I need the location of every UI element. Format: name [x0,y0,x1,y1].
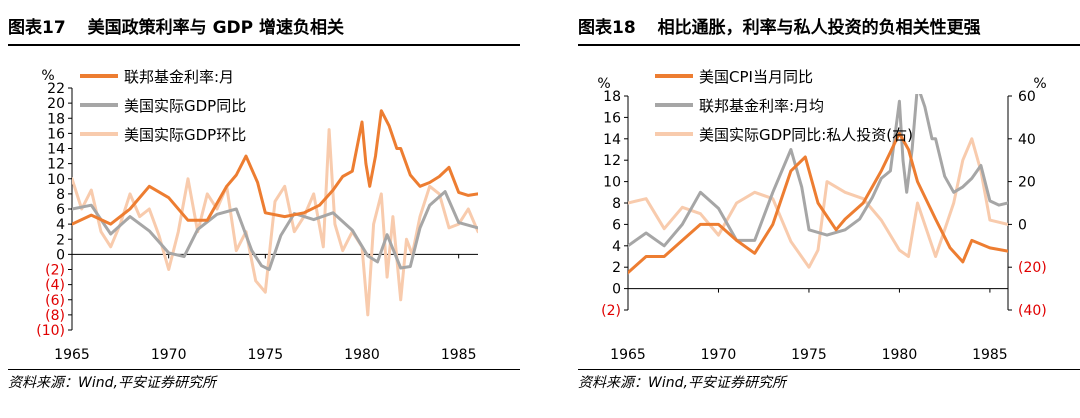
y-tick-label: 10 [47,172,65,188]
y-tick-right-label: (40) [1018,303,1047,319]
x-tick-label: 1970 [701,347,737,363]
chart-plot: %2220181614121086420(2)(4)(6)(8)(10)1965… [36,68,478,363]
x-tick-label: 1975 [791,347,827,363]
series-line [72,128,478,317]
y-tick-right-label: 40 [1018,132,1036,148]
y-tick-label: 22 [47,81,65,97]
y-tick-label: 0 [612,282,621,298]
series-line [72,190,478,271]
y-tick-label: 16 [603,110,621,126]
y-tick-label: 16 [47,126,65,142]
x-tick-label: 1980 [344,347,380,363]
series-line [628,94,1008,248]
x-tick-label: 1970 [151,347,187,363]
x-tick-label: 1975 [248,347,284,363]
legend-label: 联邦基金利率:月 [124,68,234,86]
y-tick-label: 2 [56,232,65,248]
x-tick-label: 1965 [610,347,646,363]
legend-label: 美国实际GDP同比 [124,97,246,115]
y-tick-label: 8 [56,187,65,203]
y-tick-right-label: 0 [1018,217,1027,233]
y-tick-label: 14 [603,132,621,148]
y-tick-right-label: 20 [1018,175,1036,191]
chart-source: 资料来源：Wind,平安证券研究所 [578,369,1080,392]
y-axis-right-label: % [1033,76,1046,92]
y-tick-label: 10 [603,175,621,191]
series-line [628,137,1008,269]
x-tick-label: 1985 [441,347,477,363]
chart-panel-right: 图表18 相比通胀，利率与私人投资的负相关性更强 % 18 16 14 12 10 8 6 4 2 0… [570,0,1080,418]
y-tick-label: (8) [45,308,65,324]
series-line [72,109,478,226]
y-tick-label: 0 [56,247,65,263]
y-tick-right-label: 60 [1018,89,1036,105]
y-tick-label: 18 [603,89,621,105]
y-tick-label: 14 [47,142,65,158]
y-tick-right-label: (20) [1018,260,1047,276]
y-tick-label: 8 [612,196,621,212]
legend-label: 美国实际GDP同比:私人投资(右) [699,126,913,144]
y-tick-label: 6 [612,217,621,233]
y-tick-label: (6) [45,293,65,309]
chart-title: 图表18 相比通胀，利率与私人投资的负相关性更强 [578,12,1080,46]
legend-label: 美国实际GDP环比 [124,126,246,144]
y-tick-label: (10) [36,323,65,339]
y-tick-label: 2 [612,260,621,276]
y-tick-label: 18 [47,111,65,127]
y-axis-label: % [41,68,54,84]
chart-source: 资料来源：Wind,平安证券研究所 [8,369,520,392]
x-tick-label: 1985 [972,347,1008,363]
y-tick-label: (2) [601,303,621,319]
chart-panel-left: 图表17 美国政策利率与 GDP 增速负相关 % 22 20 18 16 14 12 10 8 6 4… [0,0,520,418]
legend-label: 联邦基金利率:月均 [699,97,824,115]
y-tick-label: 4 [56,217,65,233]
x-tick-label: 1980 [882,347,918,363]
x-tick-label: 1965 [54,347,90,363]
series-line [628,132,1008,275]
y-tick-label: (2) [45,263,65,279]
y-tick-label: 12 [47,157,65,173]
chart-title: 图表17 美国政策利率与 GDP 增速负相关 [8,12,520,46]
y-axis-label: % [597,76,610,92]
y-tick-label: 4 [612,239,621,255]
y-tick-label: 20 [47,96,65,112]
y-tick-label: 6 [56,202,65,218]
y-tick-label: (4) [45,278,65,294]
y-tick-label: 12 [603,153,621,169]
legend-label: 美国CPI当月同比 [699,68,813,86]
